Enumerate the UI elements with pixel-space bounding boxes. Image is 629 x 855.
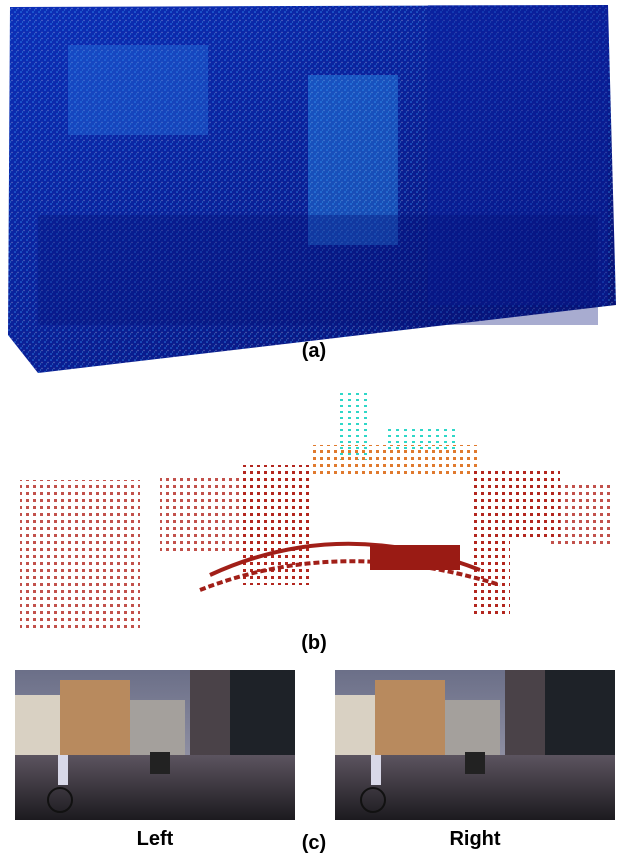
- panel-b-lidar: [10, 385, 618, 635]
- stereo-left-image: [15, 670, 295, 820]
- lidar-point-cloud-icon: [20, 390, 610, 630]
- panel-a-label: (a): [301, 340, 327, 362]
- stereo-left-label: Left: [136, 828, 174, 850]
- panel-c-label: (c): [301, 832, 327, 854]
- panel-a-volume: [8, 5, 616, 373]
- panel-b-label: (b): [301, 632, 327, 654]
- stereo-right-label: Right: [449, 828, 501, 850]
- stereo-right-image: [335, 670, 615, 820]
- street-scene-left-icon: [15, 670, 295, 820]
- street-scene-right-icon: [335, 670, 615, 820]
- volumetric-point-cloud-icon: [8, 5, 616, 373]
